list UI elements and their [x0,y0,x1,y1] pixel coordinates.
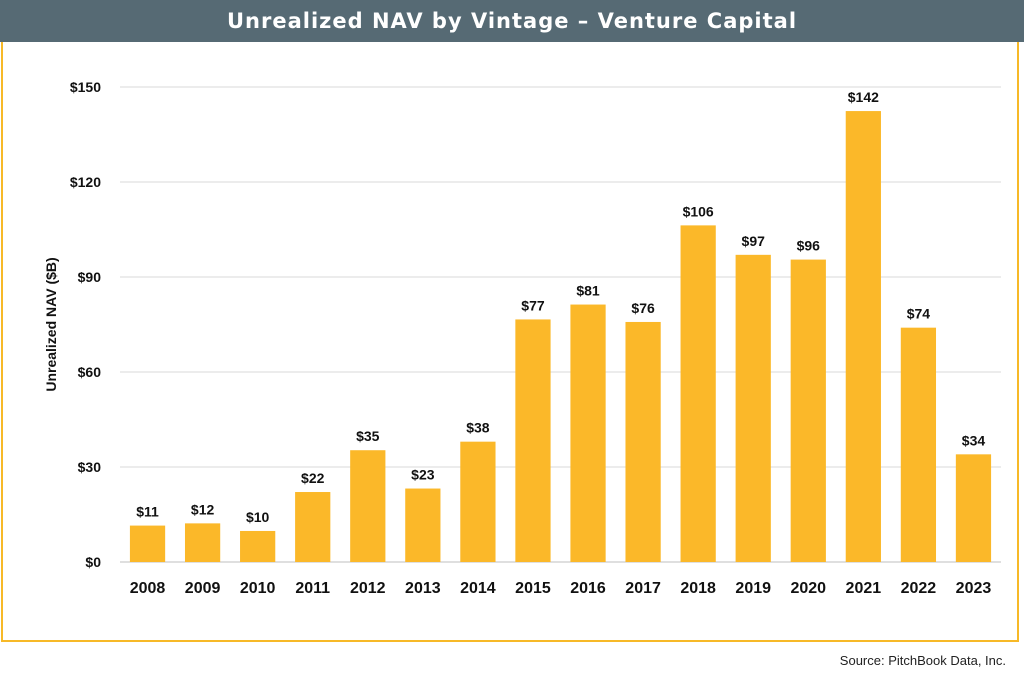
data-label: $76 [631,300,655,316]
y-tick-label: $0 [85,554,101,570]
x-tick-label: 2022 [901,580,937,597]
bar-chart: $0 $30 $60 $90 $120 $150 Unrealized NAV ($B) $1… [43,79,1001,597]
data-label: $38 [466,420,490,436]
y-axis-label: Unrealized NAV ($B) [43,257,59,391]
data-label: $34 [962,432,986,448]
bar [350,450,386,562]
data-label: $35 [356,428,380,444]
data-label: $74 [907,306,931,322]
bar [790,259,826,562]
x-tick-label: 2012 [350,580,386,597]
bar [680,225,716,562]
data-label: $96 [797,238,821,254]
data-label: $97 [742,233,766,249]
x-tick-label: 2010 [240,580,276,597]
data-label: $23 [411,467,435,483]
data-label: $142 [848,89,879,105]
x-tick-label: 2014 [460,580,496,597]
bar [405,488,441,562]
data-label: $77 [521,297,545,313]
data-label: $11 [136,504,159,520]
y-tick-label: $150 [70,79,101,95]
y-tick-label: $90 [78,269,102,285]
x-tick-label: 2021 [846,580,882,597]
y-tick-label: $30 [78,459,102,475]
x-tick-label: 2023 [956,580,992,597]
y-tick-label: $60 [78,364,102,380]
bar [625,321,661,562]
bar [515,319,551,562]
data-label: $22 [301,470,325,486]
chart-title-bar: Unrealized NAV by Vintage – Venture Capi… [0,0,1024,42]
x-tick-label: 2018 [680,580,716,597]
data-label: $81 [576,283,600,299]
chart-title: Unrealized NAV by Vintage – Venture Capi… [226,9,798,33]
data-label: $12 [191,501,215,517]
y-tick-label: $120 [70,174,101,190]
x-tick-label: 2019 [735,580,771,597]
bar [240,530,276,562]
x-tick-label: 2017 [625,580,661,597]
x-tick-label: 2015 [515,580,551,597]
bar [735,254,771,563]
x-tick-label: 2008 [130,580,166,597]
bar [845,111,881,563]
x-tick-label: 2016 [570,580,606,597]
data-label: $106 [683,203,714,219]
bar [184,523,221,562]
bar [295,492,331,562]
x-tick-label: 2011 [295,580,330,597]
x-tick-label: 2013 [405,580,441,597]
data-label: $10 [246,509,270,525]
bar [129,525,166,562]
bar [570,304,606,562]
bar [460,441,496,562]
x-tick-label: 2009 [185,580,221,597]
chart-frame [1,42,1019,642]
bar [900,327,937,562]
x-tick-label: 2020 [790,580,826,597]
bar [955,454,992,562]
source-note: Source: PitchBook Data, Inc. [839,653,1006,668]
